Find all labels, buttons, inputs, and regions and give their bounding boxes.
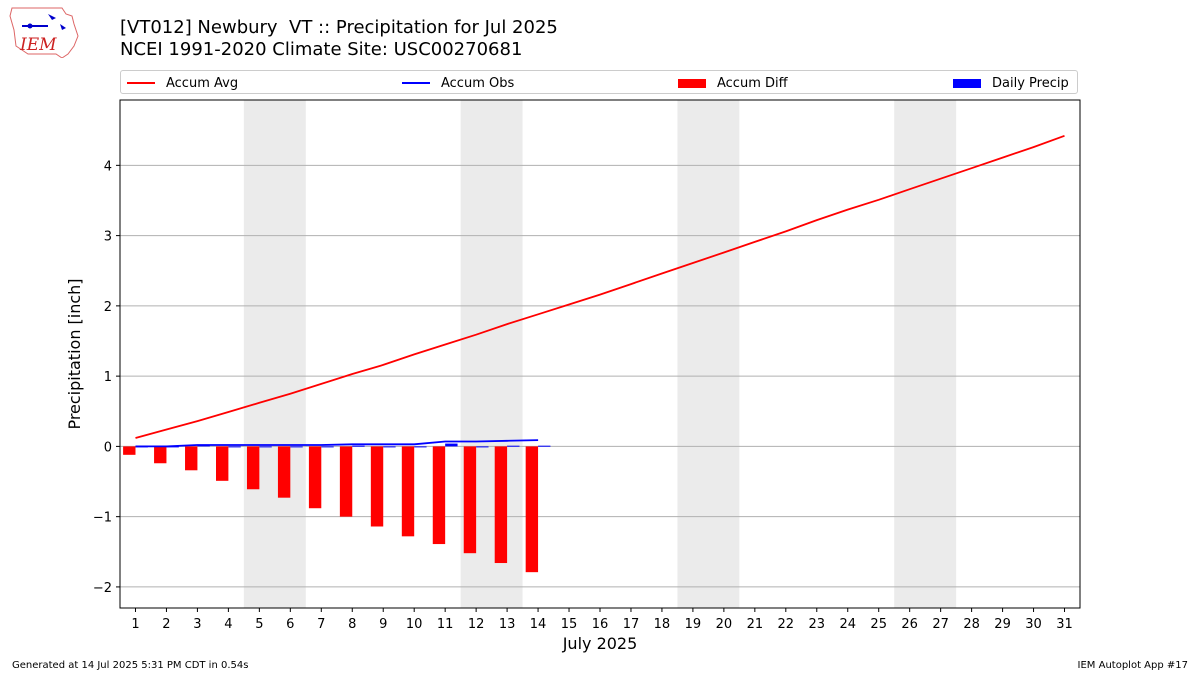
legend-swatch-accum-diff	[678, 78, 706, 88]
x-tick-label: 1	[131, 617, 139, 632]
x-tick-label: 22	[778, 617, 795, 632]
accum-diff-bar	[370, 446, 384, 527]
x-tick-label: 20	[716, 617, 733, 632]
y-tick-label: −1	[93, 511, 112, 526]
weekend-band-1	[243, 100, 306, 608]
accum-diff-bar	[401, 446, 415, 537]
daily-precip-bar	[135, 446, 148, 448]
daily-precip-bar	[321, 446, 334, 448]
chart-legend: Accum Avg Accum Obs Accum Diff Daily Pre…	[120, 70, 1078, 94]
y-tick-label: 4	[104, 159, 112, 174]
daily-precip-bar	[166, 446, 179, 448]
daily-precip-bar	[197, 444, 210, 447]
weekend-band-3	[677, 100, 740, 608]
logo-text: IEM	[19, 35, 57, 55]
accum-diff-bar	[525, 446, 539, 573]
accum-diff-bar	[463, 446, 477, 554]
x-tick-label: 26	[901, 617, 918, 632]
daily-precip-bar	[228, 446, 241, 448]
daily-precip-bar	[383, 446, 396, 448]
x-tick-label: 4	[224, 617, 232, 632]
legend-label-accum-diff: Accum Diff	[717, 75, 788, 91]
accum-diff-bar	[432, 446, 446, 545]
footer-app-text: IEM Autoplot App #17	[1077, 660, 1188, 671]
accum-diff-bar	[277, 446, 291, 498]
x-tick-label: 13	[499, 617, 516, 632]
x-tick-label: 6	[286, 617, 294, 632]
accum-diff-bar	[246, 446, 260, 490]
accum-diff-bar	[154, 446, 167, 464]
x-tick-label: 9	[379, 617, 387, 632]
x-tick-label: 30	[1025, 617, 1042, 632]
x-tick-label: 7	[317, 617, 325, 632]
x-tick-label: 29	[994, 617, 1011, 632]
y-tick-label: 1	[104, 370, 112, 385]
legend-swatch-daily-precip	[953, 78, 981, 88]
x-tick-label: 21	[747, 617, 764, 632]
x-tick-label: 23	[809, 617, 826, 632]
x-tick-label: 2	[162, 617, 170, 632]
x-tick-label: 24	[839, 617, 856, 632]
daily-precip-bar	[290, 446, 303, 448]
chart-subtitle: NCEI 1991-2020 Climate Site: USC00270681	[120, 39, 523, 60]
legend-label-accum-avg: Accum Avg	[166, 75, 239, 91]
legend-item-accum-avg: Accum Avg	[127, 74, 238, 92]
accum-diff-bar	[185, 446, 198, 471]
x-tick-label: 17	[623, 617, 640, 632]
chart-title: [VT012] Newbury VT :: Precipitation for …	[120, 17, 558, 38]
legend-swatch-accum-avg	[127, 82, 155, 84]
accum-diff-bar	[308, 446, 322, 509]
daily-precip-bar	[352, 445, 365, 447]
accum-avg-line	[135, 134, 1065, 439]
legend-item-daily-precip: Daily Precip	[953, 74, 1069, 92]
daily-precip-bar	[538, 445, 551, 447]
y-tick-label: 3	[104, 230, 112, 245]
accum-diff-bar	[339, 446, 353, 517]
plot-area	[120, 100, 1080, 608]
x-axis-label: July 2025	[562, 634, 638, 653]
x-tick-label: 27	[932, 617, 949, 632]
y-tick-label: 2	[104, 300, 112, 315]
x-tick-label: 12	[468, 617, 485, 632]
plot-frame	[119, 99, 1081, 609]
footer-generated-text: Generated at 14 Jul 2025 5:31 PM CDT in …	[12, 660, 249, 671]
weekend-band-2	[460, 100, 523, 608]
accum-obs-line	[135, 439, 539, 448]
x-tick-label: 25	[870, 617, 887, 632]
daily-precip-bar	[414, 446, 427, 448]
x-tick-label: 5	[255, 617, 263, 632]
legend-item-accum-obs: Accum Obs	[402, 74, 514, 92]
accum-diff-bar	[494, 446, 508, 564]
daily-precip-bar	[476, 446, 489, 448]
y-tick-label: −2	[93, 581, 112, 596]
daily-precip-bar	[445, 443, 458, 447]
x-tick-label: 14	[530, 617, 547, 632]
x-tick-label: 11	[437, 617, 454, 632]
iem-logo: IEM	[9, 7, 79, 58]
daily-precip-bar	[259, 446, 272, 448]
weekend-band-4	[894, 100, 957, 608]
legend-label-accum-obs: Accum Obs	[441, 75, 515, 91]
legend-swatch-accum-obs	[402, 82, 430, 84]
accum-diff-bar	[216, 446, 229, 481]
y-axis-label: Precipitation [inch]	[65, 278, 84, 429]
x-tick-label: 18	[654, 617, 671, 632]
x-tick-label: 28	[963, 617, 980, 632]
x-tick-label: 8	[348, 617, 356, 632]
x-tick-label: 31	[1056, 617, 1073, 632]
legend-item-accum-diff: Accum Diff	[678, 74, 788, 92]
y-tick-label: 0	[104, 440, 112, 455]
accum-diff-bar	[123, 446, 136, 455]
x-tick-label: 15	[561, 617, 578, 632]
legend-label-daily-precip: Daily Precip	[992, 75, 1069, 91]
x-tick-label: 10	[406, 617, 423, 632]
x-tick-label: 16	[592, 617, 609, 632]
x-tick-label: 3	[193, 617, 201, 632]
x-tick-label: 19	[685, 617, 702, 632]
daily-precip-bar	[507, 445, 520, 447]
